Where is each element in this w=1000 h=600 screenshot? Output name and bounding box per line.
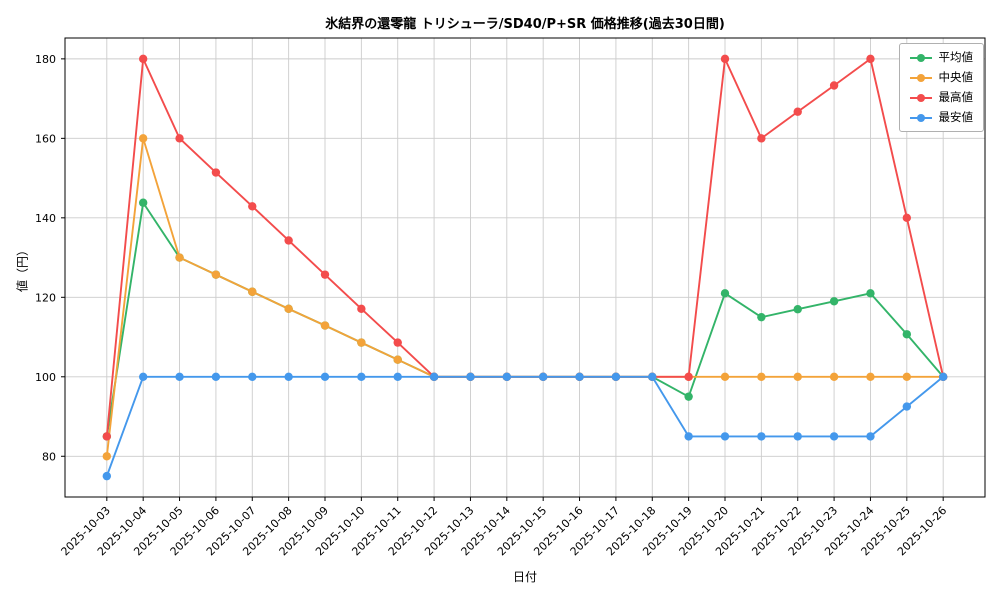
legend-label: 平均値 [938, 50, 974, 64]
legend-marker-icon [909, 73, 932, 82]
series-marker-最高値 [720, 54, 730, 64]
series-marker-最安値 [793, 432, 802, 441]
y-tick-label: 140 [35, 212, 56, 225]
legend-box: 平均値中央値最高値最安値 [898, 43, 984, 132]
series-marker-最安値 [648, 372, 657, 381]
series-marker-中央値 [248, 287, 257, 296]
series-marker-中央値 [757, 372, 766, 381]
legend-dot-icon [916, 113, 925, 122]
series-marker-平均値 [720, 289, 730, 298]
series-marker-中央値 [793, 372, 802, 381]
chart-title: 氷結界の還零龍 トリシューラ/SD40/P+SR 価格推移(過去30日間) [325, 17, 725, 32]
series-marker-最高値 [248, 202, 257, 211]
series-marker-平均値 [829, 297, 839, 306]
legend-dot-icon [916, 53, 925, 62]
series-marker-最安値 [248, 372, 257, 381]
series-marker-最安値 [829, 432, 839, 441]
series-marker-最安値 [720, 432, 730, 441]
series-marker-平均値 [902, 330, 912, 339]
series-marker-中央値 [284, 304, 293, 314]
legend-item-最高値: 最高値 [909, 90, 974, 105]
series-marker-最安値 [466, 372, 475, 381]
series-marker-平均値 [793, 305, 802, 314]
series-marker-中央値 [211, 270, 221, 279]
series-marker-中央値 [138, 134, 148, 143]
series-marker-最安値 [429, 372, 439, 381]
series-marker-最高値 [829, 81, 839, 90]
legend-item-最安値: 最安値 [909, 110, 974, 125]
series-marker-最安値 [757, 432, 766, 441]
series-marker-中央値 [393, 355, 402, 364]
legend-dot-icon [916, 73, 925, 82]
series-marker-最安値 [538, 372, 548, 381]
series-marker-最安値 [866, 432, 875, 441]
series-marker-最高値 [684, 372, 693, 381]
series-marker-最安値 [393, 372, 402, 381]
x-axis-label: 日付 [512, 570, 537, 584]
series-marker-中央値 [829, 372, 839, 381]
series-line-最安値 [105, 375, 944, 477]
legend-marker-icon [909, 113, 932, 122]
series-marker-平均値 [866, 289, 875, 298]
legend-item-中央値: 中央値 [909, 70, 974, 85]
series-marker-最安値 [502, 372, 512, 381]
series-marker-最安値 [575, 372, 584, 381]
series-marker-最安値 [684, 432, 693, 441]
series-marker-中央値 [320, 321, 330, 330]
legend-marker-icon [909, 93, 932, 102]
y-tick-label: 120 [35, 291, 56, 304]
series-marker-中央値 [102, 452, 112, 461]
series-marker-最高値 [211, 168, 221, 177]
y-tick-label: 100 [35, 371, 56, 384]
series-marker-最安値 [175, 372, 184, 381]
legend-label: 最安値 [938, 110, 974, 124]
series-marker-最高値 [357, 304, 366, 314]
series-line-最高値 [105, 57, 945, 437]
series-marker-平均値 [138, 198, 148, 207]
legend-label: 最高値 [938, 90, 974, 104]
series-marker-最安値 [320, 372, 330, 381]
series-marker-平均値 [684, 392, 693, 401]
series-marker-最安値 [138, 372, 148, 381]
series-marker-中央値 [866, 372, 875, 381]
series-marker-中央値 [720, 372, 730, 381]
series-marker-最高値 [175, 134, 184, 143]
series-marker-平均値 [757, 312, 766, 322]
legend-marker-icon [909, 53, 932, 62]
series-marker-最高値 [320, 270, 330, 279]
series-marker-最安値 [357, 372, 366, 381]
series-line-平均値 [105, 201, 944, 437]
series-marker-中央値 [357, 338, 366, 347]
series-marker-最安値 [611, 372, 621, 381]
series-marker-最安値 [938, 372, 948, 381]
series-marker-中央値 [902, 372, 912, 381]
legend-label: 中央値 [938, 70, 974, 84]
y-tick-label: 80 [42, 450, 56, 463]
series-marker-最高値 [393, 338, 402, 347]
series-marker-最高値 [866, 54, 875, 64]
series-marker-最高値 [284, 236, 293, 245]
series-marker-最安値 [102, 471, 112, 481]
series-marker-最安値 [902, 402, 912, 411]
y-tick-label: 160 [35, 132, 56, 145]
y-tick-label: 180 [35, 53, 56, 66]
series-marker-最高値 [902, 213, 912, 223]
series-marker-最高値 [757, 134, 766, 143]
plot-border [64, 37, 986, 498]
series-marker-最安値 [211, 372, 221, 381]
legend-item-平均値: 平均値 [909, 50, 974, 65]
series-marker-最高値 [793, 107, 802, 116]
legend-dot-icon [916, 93, 925, 102]
series-marker-最安値 [284, 372, 293, 381]
series-marker-最高値 [102, 432, 112, 441]
series-marker-最高値 [138, 54, 148, 64]
series-marker-中央値 [175, 253, 184, 262]
